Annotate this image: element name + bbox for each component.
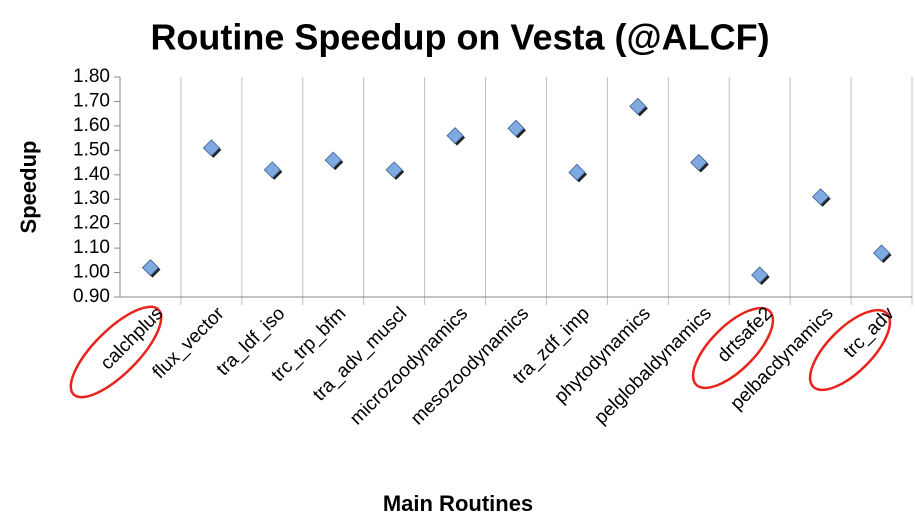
- marker-diamond: [812, 188, 830, 206]
- y-axis-label: Speedup: [16, 141, 41, 234]
- marker-diamond: [872, 244, 891, 262]
- x-tick-label: pelbacdynamics: [727, 303, 838, 414]
- marker-diamond: [202, 139, 220, 157]
- y-tick-label: 1.70: [73, 90, 110, 111]
- x-axis-label: Main Routines: [383, 491, 533, 516]
- y-tick-label: 1.60: [73, 115, 110, 136]
- marker-diamond: [446, 127, 464, 145]
- marker: [629, 97, 648, 117]
- highlight-ellipse: [691, 306, 775, 390]
- x-tick-label: mesozoodynamics: [407, 303, 533, 429]
- marker: [507, 119, 526, 139]
- y-tick-label: 1.00: [73, 262, 110, 283]
- y-tick-label: 1.80: [73, 66, 110, 87]
- y-tick-label: 1.20: [73, 213, 110, 234]
- marker-diamond: [385, 161, 403, 179]
- marker-diamond: [263, 161, 281, 179]
- marker-diamond: [751, 266, 769, 284]
- marker-diamond: [690, 153, 708, 172]
- marker: [141, 259, 161, 278]
- marker: [751, 266, 770, 285]
- highlight-ellipses: [69, 305, 892, 399]
- marker: [812, 188, 831, 207]
- marker-diamond: [629, 97, 647, 115]
- marker: [568, 163, 587, 183]
- highlight-ellipse: [69, 305, 163, 399]
- chart-title: Routine Speedup on Vesta (@ALCF): [150, 17, 769, 58]
- marker: [446, 127, 466, 146]
- marker: [202, 139, 222, 158]
- marker-diamond: [507, 119, 525, 137]
- y-tick-label: 0.90: [73, 286, 110, 307]
- highlight-ellipse: [808, 308, 892, 392]
- marker: [385, 161, 405, 180]
- x-tick-label: pelglobaldynamics: [590, 303, 715, 428]
- y-tick-label: 1.40: [73, 164, 110, 185]
- marker-diamond: [324, 151, 342, 169]
- y-tick-label: 1.50: [73, 139, 110, 160]
- x-tick-label: microzoodynamics: [346, 303, 472, 429]
- marker-diamond: [141, 259, 160, 277]
- marker: [872, 244, 892, 263]
- y-tick-label: 1.30: [73, 188, 110, 209]
- marker: [263, 161, 283, 180]
- marker: [324, 151, 344, 171]
- marker: [690, 153, 709, 173]
- marker-diamond: [568, 163, 586, 181]
- y-tick-label: 1.10: [73, 237, 110, 258]
